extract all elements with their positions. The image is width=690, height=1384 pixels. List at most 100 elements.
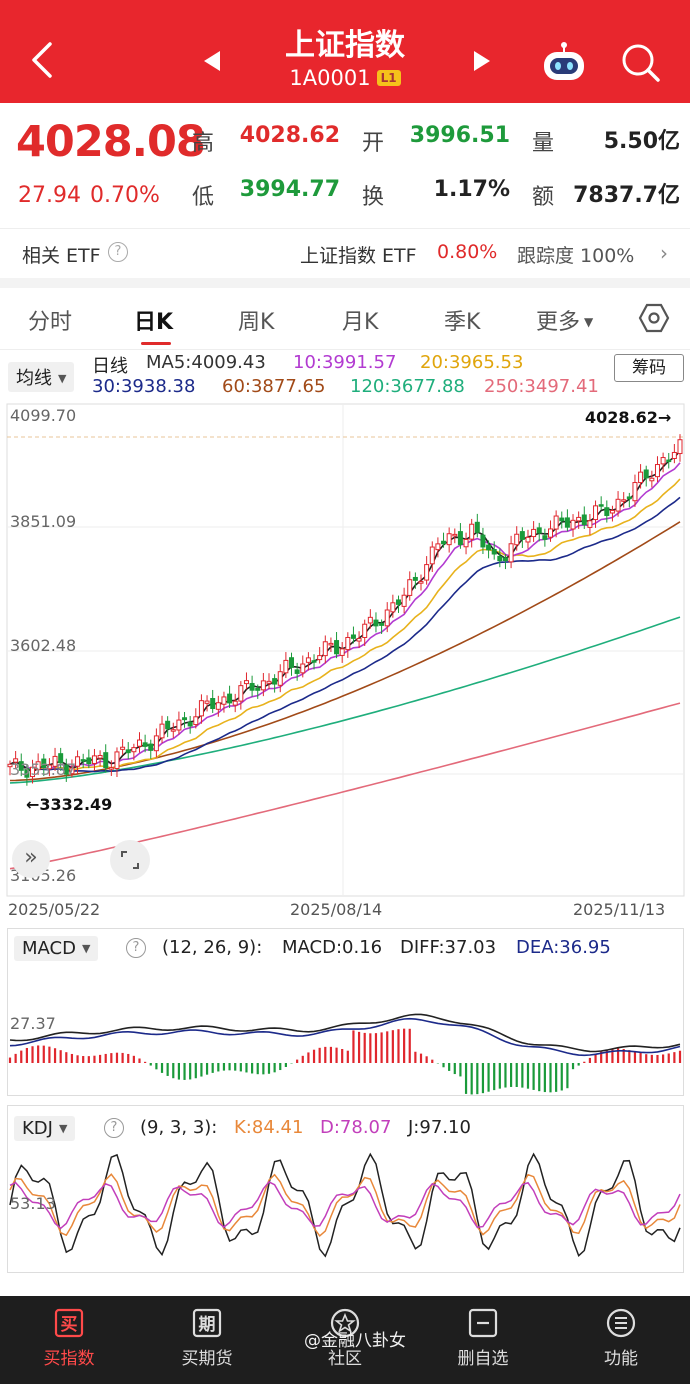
diff-line <box>9 1013 681 1053</box>
candle-body <box>480 534 486 548</box>
tab-intraday[interactable]: 分时 <box>28 310 73 335</box>
candle-body <box>424 564 430 581</box>
date-label: 2025/05/22 <box>8 900 101 919</box>
tab-weekly-k[interactable]: 周K <box>238 310 275 335</box>
candle-body <box>367 616 373 624</box>
dea-value: DEA:36.95 <box>516 937 611 958</box>
chip-distribution-button[interactable]: 筹码 <box>614 354 684 382</box>
candle-body <box>452 533 458 537</box>
candle-body <box>542 535 548 540</box>
candle-body <box>260 680 266 691</box>
candle-body <box>621 499 627 502</box>
search-icon[interactable] <box>618 40 662 84</box>
candle-body <box>491 549 497 555</box>
fullscreen-button[interactable] <box>110 840 150 880</box>
ma20-line <box>9 478 681 771</box>
nav-community[interactable]: 社区 <box>276 1296 414 1384</box>
related-etf-row[interactable]: 相关 ETF ? 上证指数 ETF 0.80% 跟踪度 100% › <box>0 228 690 278</box>
kdj-chart[interactable] <box>0 1140 690 1272</box>
previous-index-icon[interactable] <box>200 48 226 74</box>
nav-label: 删自选 <box>457 1349 509 1369</box>
candle-body <box>103 752 109 768</box>
change-percent: 0.70% <box>90 183 160 208</box>
candle-body <box>114 751 120 769</box>
candle-body <box>193 716 199 726</box>
candle-body <box>643 469 649 479</box>
candle-body <box>18 761 24 771</box>
back-arrow-icon[interactable] <box>26 40 62 80</box>
candlestick-chart[interactable] <box>0 402 690 897</box>
candle-body <box>474 521 480 533</box>
candle-body <box>255 687 261 691</box>
help-icon[interactable]: ? <box>104 1118 124 1138</box>
candle-body <box>446 533 452 546</box>
period-tabs: 分时 日K 周K 月K 季K 更多 ▼ <box>0 288 690 350</box>
candle-body <box>407 579 413 596</box>
buy-index-icon <box>54 1308 84 1338</box>
remove-watchlist-icon <box>468 1308 498 1338</box>
nav-label: 买期货 <box>181 1349 233 1369</box>
candle-body <box>198 700 204 717</box>
caret-down-icon: ▼ <box>81 942 91 955</box>
nav-buy-futures[interactable]: 期 买期货 <box>138 1296 276 1384</box>
next-index-icon[interactable] <box>468 48 494 74</box>
chart-settings-icon[interactable] <box>638 302 670 334</box>
candle-body <box>502 557 508 562</box>
nav-buy-index[interactable]: 买 买指数 <box>0 1296 138 1384</box>
candle-body <box>182 717 188 721</box>
candle-body <box>120 746 126 750</box>
help-icon[interactable]: ? <box>126 938 146 958</box>
etf-name: 上证指数 ETF <box>300 245 417 267</box>
candle-body <box>165 720 171 730</box>
y-tick-label: 3851.09 <box>10 512 77 531</box>
kdj-y-tick: 53.13 <box>10 1194 56 1213</box>
candle-body <box>626 496 632 500</box>
candlesticks <box>7 434 683 786</box>
ma120-value: 120:3677.88 <box>350 376 465 397</box>
tab-quarterly-k[interactable]: 季K <box>444 310 481 335</box>
amount-label: 额 <box>532 185 555 210</box>
candle-body <box>204 700 210 704</box>
caret-down-icon: ▼ <box>584 315 594 329</box>
candle-body <box>570 519 576 530</box>
tab-more[interactable]: 更多 ▼ <box>536 304 593 336</box>
candle-body <box>469 523 475 540</box>
tab-daily-k[interactable]: 日K <box>134 310 174 335</box>
candle-body <box>13 758 19 763</box>
j-line <box>9 1152 681 1258</box>
y-tick-label: 3353.87 <box>10 760 77 779</box>
macd-selector[interactable]: MACD ▼ <box>14 936 99 961</box>
double-chevron-right-icon: » <box>24 845 38 870</box>
candle-body <box>136 739 142 747</box>
candle-body <box>210 698 216 710</box>
date-label: 2025/08/14 <box>290 900 383 919</box>
volume-value: 5.50亿 <box>603 129 680 154</box>
low-label: 低 <box>192 185 215 210</box>
quote-panel: 4028.08 27.94 0.70% 高 4028.62 开 3996.51 … <box>0 103 690 228</box>
candle-body <box>593 505 599 521</box>
moving-average-legend: 均线 ▼ 日线 MA5:4009.43 10:3991.57 20:3965.53… <box>0 350 690 402</box>
divider <box>0 278 690 288</box>
candle-body <box>277 671 283 686</box>
indicator-selector[interactable]: 均线 ▼ <box>8 362 75 392</box>
help-icon[interactable]: ? <box>108 242 128 262</box>
expand-panel-button[interactable]: » <box>12 840 50 878</box>
candle-body <box>486 544 492 551</box>
volume-label: 量 <box>532 131 555 156</box>
robot-assistant-icon[interactable] <box>540 40 588 84</box>
ma10-line <box>9 462 681 770</box>
etf-percent: 0.80% <box>437 241 498 263</box>
candle-body <box>86 757 92 765</box>
macd-chart[interactable] <box>0 970 690 1095</box>
kdj-selector[interactable]: KDJ ▼ <box>14 1116 76 1141</box>
candle-body <box>30 766 36 778</box>
nav-functions[interactable]: 功能 <box>552 1296 690 1384</box>
menu-icon <box>606 1308 636 1338</box>
nav-remove-watchlist[interactable]: 删自选 <box>414 1296 552 1384</box>
candle-body <box>317 655 323 661</box>
caret-down-icon: ▼ <box>58 1122 68 1135</box>
chevron-right-icon[interactable]: › <box>660 241 668 265</box>
tab-monthly-k[interactable]: 月K <box>342 310 379 335</box>
low-value: 3994.77 <box>239 177 340 202</box>
candle-body <box>75 756 81 767</box>
